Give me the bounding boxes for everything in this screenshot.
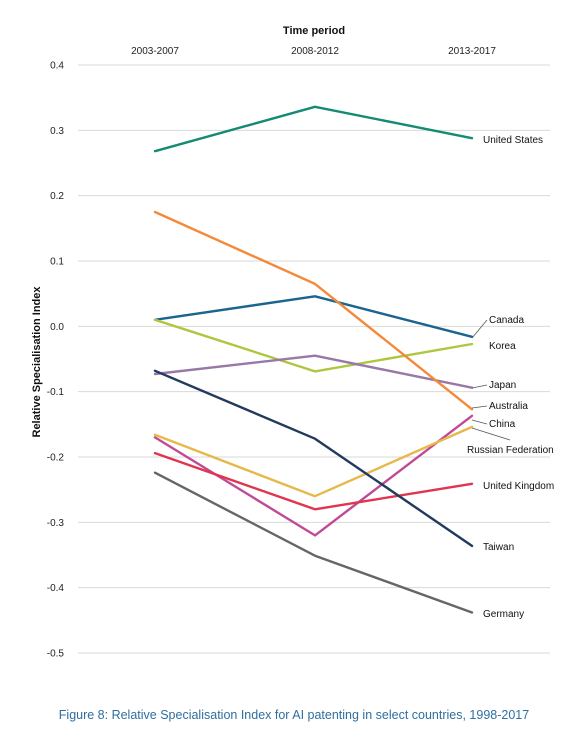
- series-label: Germany: [483, 609, 524, 620]
- series-line: [153, 318, 474, 373]
- series-line: [153, 471, 474, 614]
- y-tick-label: -0.1: [47, 387, 65, 398]
- y-tick-label: -0.2: [47, 453, 65, 464]
- y-tick-label: 0.1: [50, 257, 64, 268]
- series-label: Taiwan: [483, 542, 514, 553]
- series-lines: [153, 105, 474, 614]
- x-tick-label: 2008-2012: [291, 46, 339, 57]
- y-tick-label: -0.3: [47, 518, 65, 529]
- series-label: China: [489, 419, 516, 430]
- y-tick-label: -0.5: [47, 649, 65, 660]
- line-chart: 0.4 0.3 0.2 0.1 0.0 -0.1 -0.2 -0.3 -0.4 -0.5 2003…: [31, 25, 554, 660]
- gridlines: [78, 64, 550, 654]
- y-axis-title: Relative Specialisation Index: [31, 286, 43, 438]
- y-axis-ticks: 0.4 0.3 0.2 0.1 0.0 -0.1 -0.2 -0.3 -0.4 -0.5: [47, 61, 65, 660]
- x-axis-ticks: 2003-2007 2008-2012 2013-2017: [131, 46, 496, 57]
- series-label: Australia: [489, 401, 528, 412]
- x-tick-label: 2013-2017: [448, 46, 496, 57]
- series-line: [153, 105, 474, 153]
- x-tick-label: 2003-2007: [131, 46, 179, 57]
- y-tick-label: 0.3: [50, 126, 64, 137]
- series-label: United States: [483, 135, 543, 146]
- series-line: [153, 354, 474, 389]
- label-leader-line: [471, 419, 488, 425]
- figure-caption: Figure 8: Relative Specialisation Index …: [58, 708, 530, 722]
- series-line: [153, 414, 474, 537]
- series-label: Canada: [489, 315, 524, 326]
- series-line: [153, 451, 474, 511]
- series-label: Russian Federation: [467, 445, 554, 456]
- y-tick-label: 0.2: [50, 191, 64, 202]
- y-tick-label: 0.0: [50, 322, 64, 333]
- series-line: [153, 210, 474, 411]
- series-label: Japan: [489, 380, 516, 391]
- label-leader-line: [471, 384, 488, 389]
- x-axis-title: Time period: [283, 25, 345, 37]
- series-labels: United States Canada Korea Japan Australia Ch…: [467, 135, 554, 620]
- label-leader-line: [471, 319, 488, 339]
- series-label: Korea: [489, 341, 516, 352]
- y-tick-label: -0.4: [47, 583, 65, 594]
- series-line: [153, 425, 474, 498]
- label-leader-line: [471, 427, 511, 441]
- series-line: [153, 369, 474, 548]
- series-label: United Kingdom: [483, 481, 554, 492]
- label-leader-line: [471, 405, 488, 409]
- series-line: [153, 295, 474, 338]
- y-tick-label: 0.4: [50, 61, 64, 72]
